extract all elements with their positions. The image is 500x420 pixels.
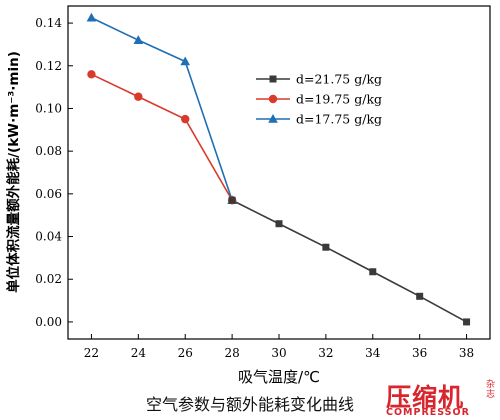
y-tick-label: 0.00 xyxy=(35,315,62,329)
legend-label: d=19.75 g/kg xyxy=(296,92,382,107)
series-group xyxy=(86,12,471,326)
logo-side-text: 杂志 xyxy=(486,380,496,400)
data-point xyxy=(133,35,144,44)
x-tick-label: 22 xyxy=(84,346,99,360)
y-tick-label: 0.12 xyxy=(35,59,62,73)
legend: d=21.75 g/kg d=19.75 g/kg d=17.75 g/kg xyxy=(256,72,382,127)
x-tick-label: 32 xyxy=(318,346,333,360)
axis-ticks: 22 24 26 28 30 32 34 36 38 0.00 0.02 0.04 0.06 0.08 0.… xyxy=(35,16,474,360)
x-tick-label: 24 xyxy=(131,346,147,360)
series-line xyxy=(91,73,233,201)
data-point xyxy=(322,243,330,251)
x-tick-label: 30 xyxy=(271,346,286,360)
y-tick-label: 0.06 xyxy=(35,187,62,201)
figure-caption: 空气参数与额外能耗变化曲线 xyxy=(145,395,354,414)
data-point xyxy=(134,92,143,101)
data-point xyxy=(369,268,377,276)
legend-label: d=21.75 g/kg xyxy=(296,72,382,87)
plot-frame xyxy=(67,5,491,340)
x-tick-label: 36 xyxy=(412,346,427,360)
x-axis-label: 吸气温度/℃ xyxy=(238,368,320,386)
y-axis-label: 单位体积流量额外能耗/(kW·m⁻³·min) xyxy=(5,51,22,293)
y-tick-label: 0.14 xyxy=(35,16,62,30)
series-line xyxy=(91,17,233,201)
data-point xyxy=(228,196,236,204)
data-point xyxy=(181,114,190,124)
legend-label: d=17.75 g/kg xyxy=(296,112,382,127)
y-tick-label: 0.08 xyxy=(35,144,62,158)
legend-marker xyxy=(268,114,278,123)
data-point xyxy=(416,292,424,300)
x-tick-label: 28 xyxy=(224,346,239,360)
data-point xyxy=(87,70,96,79)
data-point xyxy=(275,220,283,228)
logo-english: COMPRESSOR xyxy=(386,407,470,418)
logo-chinese: 压缩机 xyxy=(386,383,465,412)
x-tick-label: 26 xyxy=(178,346,193,360)
data-point xyxy=(463,318,471,326)
x-tick-label: 34 xyxy=(365,346,381,360)
x-tick-label: 38 xyxy=(459,346,474,360)
y-tick-label: 0.04 xyxy=(35,230,62,244)
legend-marker xyxy=(268,94,278,104)
data-point xyxy=(180,56,191,66)
y-tick-label: 0.10 xyxy=(35,101,62,115)
data-point xyxy=(86,12,97,22)
y-tick-label: 0.02 xyxy=(35,272,62,286)
magazine-logo: 压缩机 杂志 COMPRESSOR xyxy=(386,378,496,418)
legend-marker xyxy=(269,75,277,83)
series-line xyxy=(231,199,467,323)
